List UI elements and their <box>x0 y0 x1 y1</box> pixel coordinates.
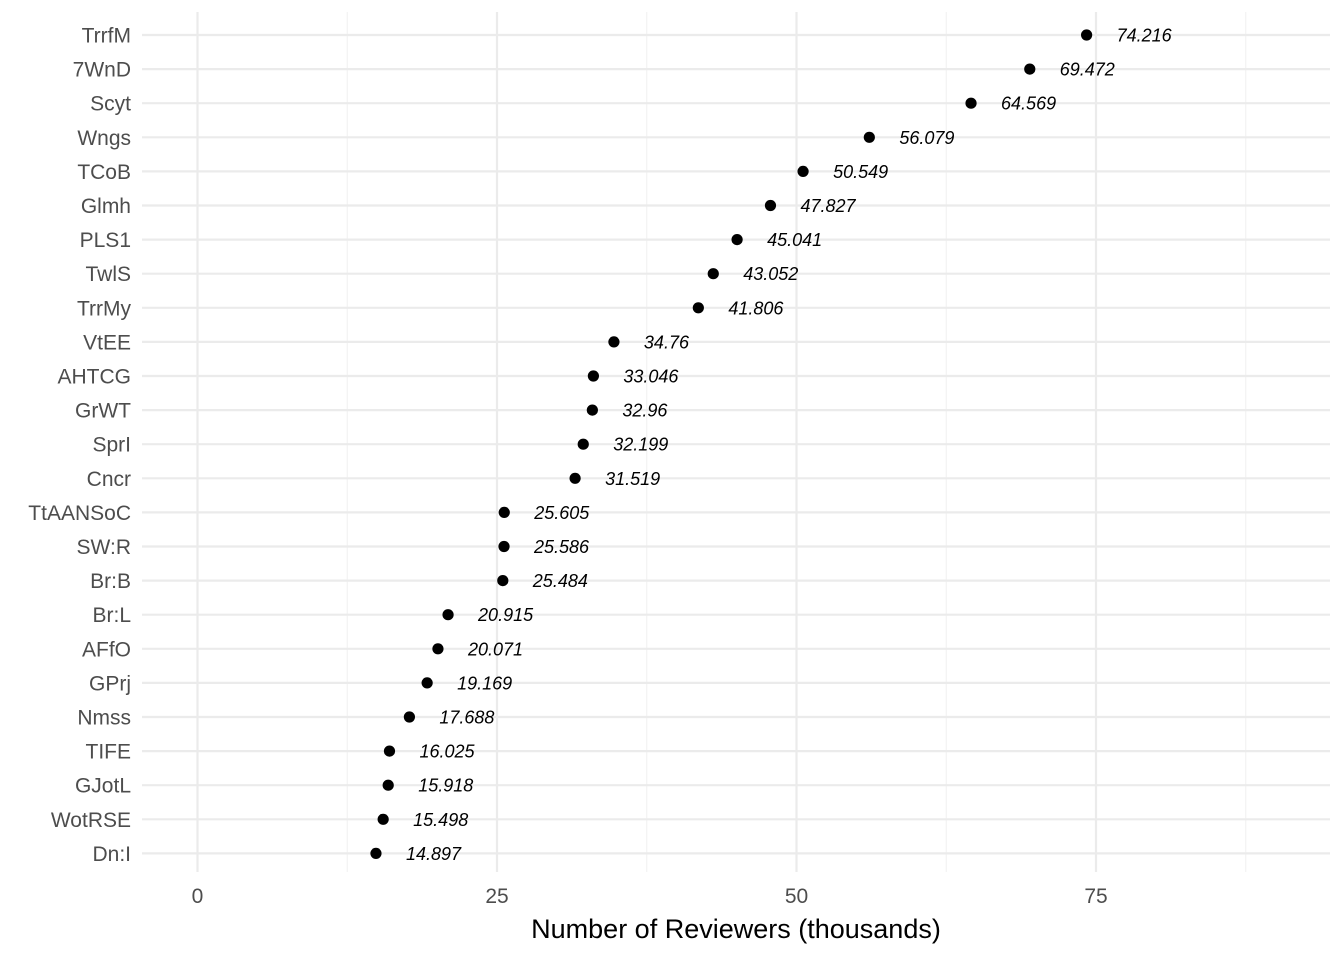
y-tick-label: Cncr <box>87 468 131 491</box>
data-label: 47.827 <box>800 196 856 216</box>
y-tick-label: Glmh <box>81 195 131 218</box>
data-label: 31.519 <box>605 469 660 489</box>
data-point <box>863 131 875 143</box>
data-label: 69.472 <box>1060 60 1115 80</box>
data-point <box>692 302 704 314</box>
y-tick-label: TCoB <box>77 161 131 184</box>
y-tick-label: AFfO <box>82 638 131 661</box>
data-point <box>587 370 599 382</box>
x-tick-label: 50 <box>785 885 808 908</box>
y-tick-label: Br:L <box>92 604 131 627</box>
data-point <box>442 609 454 621</box>
data-label: 32.199 <box>613 435 668 455</box>
y-tick-label: WotRSE <box>51 809 131 832</box>
data-point <box>432 643 444 655</box>
data-label: 34.76 <box>644 332 690 352</box>
y-tick-label: Nmss <box>77 707 131 730</box>
y-tick-label: Br:B <box>90 570 131 593</box>
data-label: 64.569 <box>1001 94 1056 114</box>
data-label: 32.96 <box>622 401 668 421</box>
data-point <box>707 268 719 280</box>
x-tick-label: 25 <box>485 885 508 908</box>
data-point <box>764 199 777 212</box>
x-tick-label: 0 <box>192 885 204 908</box>
data-label: 25.484 <box>532 571 588 591</box>
data-point <box>382 779 394 791</box>
y-tick-label: Wngs <box>77 127 131 150</box>
data-point <box>421 677 433 689</box>
data-label: 20.071 <box>467 639 523 659</box>
data-points <box>370 29 1093 860</box>
data-label: 25.586 <box>533 537 590 557</box>
data-label: 74.216 <box>1117 26 1173 46</box>
data-label: 41.806 <box>728 298 784 318</box>
y-tick-label: TwlS <box>85 263 131 286</box>
data-point <box>383 745 396 757</box>
y-tick-label: GrWT <box>75 400 131 423</box>
data-point <box>498 540 510 553</box>
grid-lines <box>142 12 1330 872</box>
x-axis-label: Number of Reviewers (thousands) <box>531 914 941 944</box>
data-label: 56.079 <box>899 128 954 148</box>
data-point <box>1024 63 1036 75</box>
data-label: 14.897 <box>406 844 462 864</box>
y-tick-label: Dn:I <box>92 843 131 866</box>
y-tick-label: PLS1 <box>80 229 131 252</box>
data-point <box>586 404 598 416</box>
data-label: 25.605 <box>533 503 590 523</box>
y-tick-label: TtAANSoC <box>28 502 131 525</box>
y-tick-label: VtEE <box>83 331 131 354</box>
data-label: 50.549 <box>833 162 888 182</box>
data-label: 33.046 <box>623 367 679 387</box>
data-label: 17.688 <box>439 708 494 728</box>
data-point <box>377 813 389 825</box>
data-point <box>1081 29 1093 41</box>
y-tick-label: TrrMy <box>77 297 132 320</box>
data-label: 20.915 <box>477 605 534 625</box>
data-point <box>965 97 977 109</box>
data-point <box>497 575 509 587</box>
data-point <box>370 847 382 860</box>
y-tick-label: TrrfM <box>82 25 131 48</box>
data-point <box>577 438 589 450</box>
y-tick-label: AHTCG <box>58 366 132 389</box>
y-tick-label: GPrj <box>89 672 131 695</box>
data-label: 43.052 <box>743 264 798 284</box>
data-point <box>731 234 743 246</box>
y-tick-label: Scyt <box>90 93 131 116</box>
data-label: 45.041 <box>767 230 822 250</box>
x-axis-tick-labels: 0 25 50 75 <box>192 885 1108 908</box>
data-label: 15.918 <box>418 776 473 796</box>
y-tick-label: GJotL <box>75 775 131 798</box>
y-tick-label: TIFE <box>86 741 132 764</box>
data-point <box>569 472 581 484</box>
data-label: 15.498 <box>413 810 468 830</box>
data-point <box>608 336 620 348</box>
data-label: 19.169 <box>457 673 512 693</box>
y-tick-label: SprI <box>92 434 131 457</box>
y-tick-label: SW:R <box>77 536 131 559</box>
y-axis-tick-labels: TrrfM 7WnD Scyt Wngs TCoB Glmh PLS1 TwlS TrrMy Vt… <box>28 25 131 866</box>
data-point <box>498 506 510 518</box>
data-point <box>797 165 809 177</box>
y-tick-label: 7WnD <box>73 59 131 82</box>
x-tick-label: 75 <box>1084 885 1107 908</box>
data-point <box>403 711 416 723</box>
data-label: 16.025 <box>419 742 475 762</box>
